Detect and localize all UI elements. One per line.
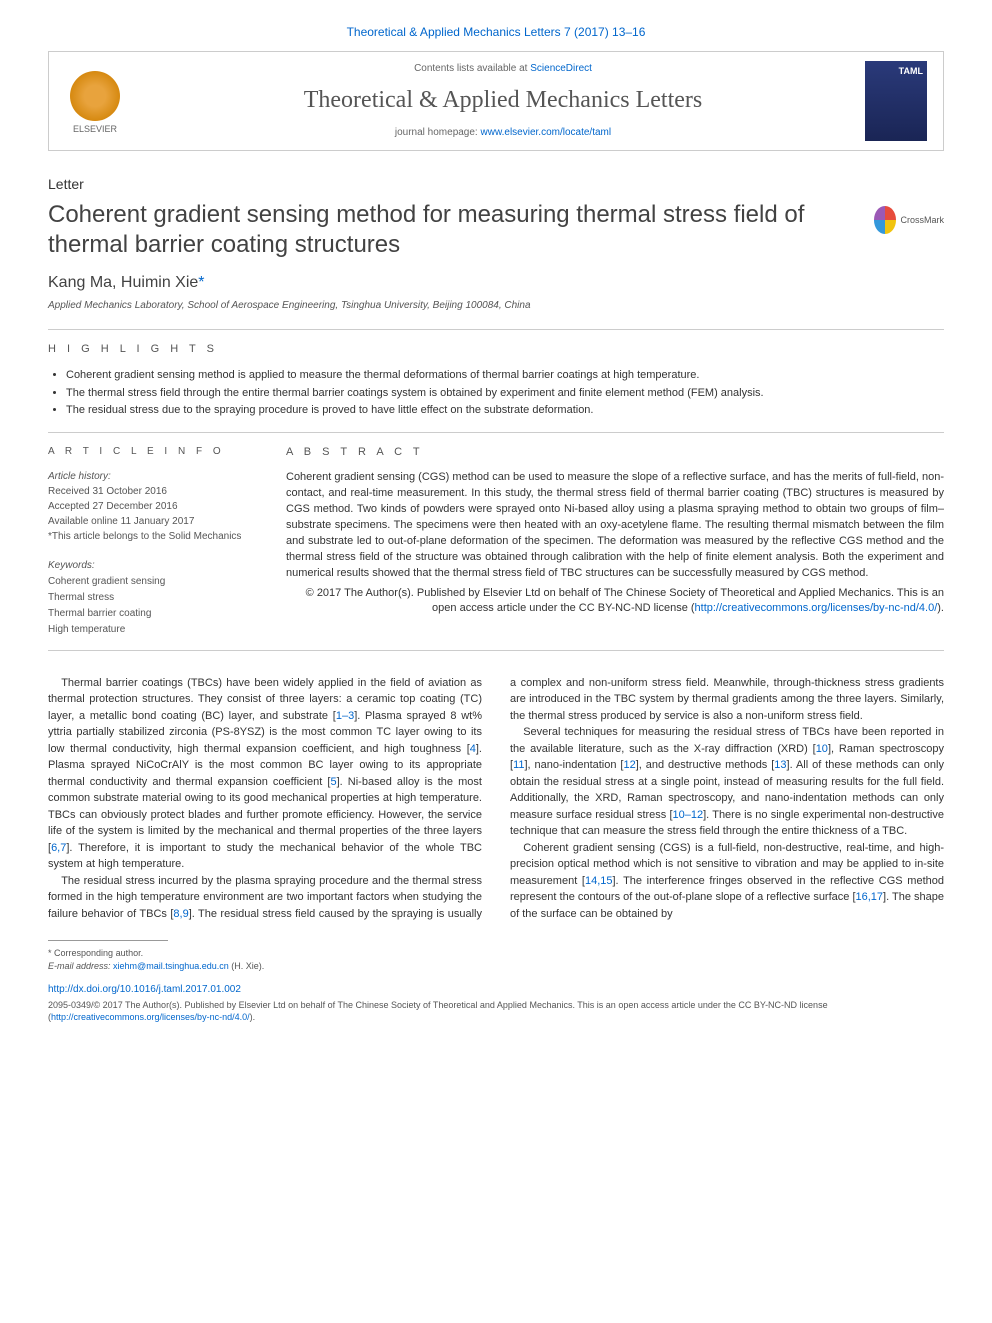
highlight-item: The residual stress due to the spraying … [66,402,944,420]
accepted-date: Accepted 27 December 2016 [48,499,258,514]
keyword: High temperature [48,622,258,638]
abstract-text: Coherent gradient sensing (CGS) method c… [286,470,944,582]
journal-header: ELSEVIER Contents lists available at Sci… [48,51,944,151]
cover-thumbnail: TAML [865,61,927,141]
ref-link[interactable]: 8,9 [173,908,188,920]
article-info-col: a r t i c l e i n f o Article history: R… [48,445,258,638]
corresponding-author-note: * Corresponding author. [48,947,944,960]
crossmark-badge[interactable]: CrossMark [874,200,944,240]
elsevier-tree-icon [70,71,120,121]
homepage-link[interactable]: www.elsevier.com/locate/taml [481,127,612,138]
footnotes: * Corresponding author. E-mail address: … [48,947,944,972]
abstract-copyright: © 2017 The Author(s). Published by Elsev… [286,586,944,617]
body-text: ], and destructive methods [ [636,759,775,771]
ref-link[interactable]: 1–3 [336,710,354,722]
elsevier-logo: ELSEVIER [65,66,125,136]
rule [48,650,944,651]
ref-link[interactable]: 13 [774,759,786,771]
article-history: Article history: Received 31 October 201… [48,469,258,544]
header-center: Contents lists available at ScienceDirec… [141,62,865,140]
asterisk-icon: * [48,948,52,958]
ref-link[interactable]: 16,17 [856,891,884,903]
crossmark-icon [874,206,896,234]
authors: Kang Ma, Huimin Xie* [48,272,944,294]
keywords-block: Keywords: Coherent gradient sensing Ther… [48,558,258,638]
keyword: Thermal stress [48,590,258,606]
highlights-list: Coherent gradient sensing method is appl… [66,367,944,420]
highlights-section: h i g h l i g h t s Coherent gradient se… [48,342,944,420]
copyright-close: ). [937,602,944,614]
highlight-item: The thermal stress field through the ent… [66,385,944,403]
journal-reference: Theoretical & Applied Mechanics Letters … [48,24,944,41]
body-text: ]. Therefore, it is important to study t… [48,842,482,871]
corresponding-link[interactable]: * [198,274,204,291]
keywords-label: Keywords: [48,560,95,571]
contents-prefix: Contents lists available at [414,63,530,74]
contents-line: Contents lists available at ScienceDirec… [141,62,865,76]
online-date: Available online 11 January 2017 [48,514,258,529]
article-title: Coherent gradient sensing method for mea… [48,200,862,260]
ref-link[interactable]: 10 [816,743,828,755]
ref-link[interactable]: 6,7 [51,842,66,854]
received-date: Received 31 October 2016 [48,484,258,499]
crossmark-label: CrossMark [900,214,944,227]
email-line: E-mail address: xiehm@mail.tsinghua.edu.… [48,960,944,973]
rule [48,329,944,330]
history-label: Article history: [48,469,258,484]
license-line: 2095-0349/© 2017 The Author(s). Publishe… [48,999,944,1024]
body-para: Coherent gradient sensing (CGS) is a ful… [510,840,944,923]
article-info-label: a r t i c l e i n f o [48,445,258,459]
rule [48,432,944,433]
journal-ref-link[interactable]: Theoretical & Applied Mechanics Letters … [347,25,646,39]
authors-names: Kang Ma, Huimin Xie [48,274,198,291]
footnote-separator [48,940,168,941]
homepage-prefix: journal homepage: [395,127,481,138]
body-text: ], nano-indentation [ [524,759,623,771]
abstract-label: a b s t r a c t [286,445,944,460]
sciencedirect-link[interactable]: ScienceDirect [530,63,592,74]
affiliation: Applied Mechanics Laboratory, School of … [48,299,944,313]
ref-link[interactable]: 14,15 [585,875,613,887]
ref-link[interactable]: 11 [513,759,524,771]
corr-label: Corresponding author. [54,948,143,958]
highlight-item: Coherent gradient sensing method is appl… [66,367,944,385]
cc-license-link[interactable]: http://creativecommons.org/licenses/by-n… [695,602,938,614]
highlights-label: h i g h l i g h t s [48,342,944,357]
keyword: Coherent gradient sensing [48,574,258,590]
body-para: Several techniques for measuring the res… [510,724,944,840]
ref-link[interactable]: 12 [623,759,635,771]
article-note: *This article belongs to the Solid Mecha… [48,529,258,544]
elsevier-label: ELSEVIER [73,123,117,136]
email-label: E-mail address: [48,961,111,971]
body-columns: Thermal barrier coatings (TBCs) have bee… [48,675,944,923]
homepage-line: journal homepage: www.elsevier.com/locat… [141,126,865,140]
title-row: Coherent gradient sensing method for mea… [48,200,944,260]
ref-link[interactable]: 10–12 [673,809,704,821]
email-link[interactable]: xiehm@mail.tsinghua.edu.cn [113,961,229,971]
email-name: (H. Xie). [231,961,264,971]
cc-license-link[interactable]: http://creativecommons.org/licenses/by-n… [51,1012,250,1022]
body-para: Thermal barrier coatings (TBCs) have bee… [48,675,482,873]
article-type: Letter [48,175,944,195]
keyword: Thermal barrier coating [48,606,258,622]
journal-name: Theoretical & Applied Mechanics Letters [141,84,865,118]
info-abstract-row: a r t i c l e i n f o Article history: R… [48,445,944,638]
abstract-col: a b s t r a c t Coherent gradient sensin… [286,445,944,638]
doi-link[interactable]: http://dx.doi.org/10.1016/j.taml.2017.01… [48,984,241,995]
doi-line: http://dx.doi.org/10.1016/j.taml.2017.01… [48,983,944,997]
issn-close: ). [250,1012,256,1022]
